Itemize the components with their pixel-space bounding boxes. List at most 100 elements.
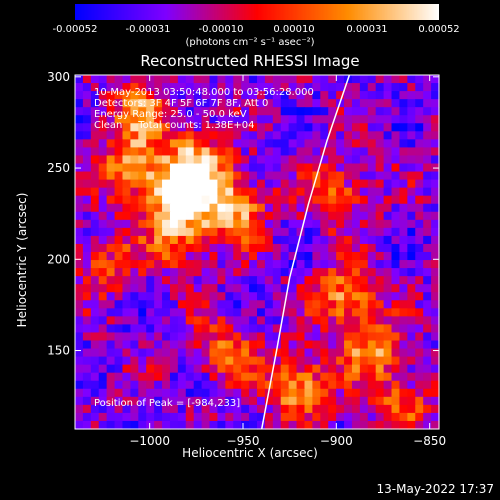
peak-position-annotation: Position of Peak = [-984,233]: [94, 398, 241, 409]
heatmap-cell: [241, 276, 250, 285]
heatmap-cell: [162, 348, 171, 358]
heatmap-cell: [312, 243, 321, 253]
heatmap-cell: [351, 260, 361, 269]
heatmap-cell: [114, 115, 124, 124]
heatmap-cell: [359, 139, 369, 149]
heatmap-cell: [383, 420, 393, 430]
heatmap-cell: [415, 91, 424, 100]
x-tick-label: −850: [413, 434, 446, 448]
heatmap-cell: [312, 163, 321, 173]
heatmap-cell: [415, 404, 424, 414]
heatmap-cell: [82, 372, 92, 382]
heatmap-cell: [193, 292, 203, 301]
heatmap-cell: [257, 308, 266, 317]
heatmap-cell: [399, 195, 408, 205]
heatmap-cell: [233, 219, 242, 229]
heatmap-cell: [193, 139, 203, 149]
heatmap-cell: [138, 203, 147, 213]
heatmap-cell: [241, 155, 250, 165]
heatmap-cell: [249, 147, 258, 157]
heatmap-cell: [122, 171, 131, 181]
heatmap-cell: [257, 155, 266, 165]
heatmap-cell: [122, 187, 131, 197]
heatmap-cell: [367, 388, 377, 398]
heatmap-cell: [138, 123, 147, 132]
heatmap-cell: [146, 227, 155, 237]
heatmap-cell: [304, 227, 313, 237]
heatmap-cell: [90, 284, 100, 293]
heatmap-cell: [344, 107, 353, 116]
heatmap-cell: [320, 91, 329, 100]
heatmap-cell: [225, 316, 234, 326]
heatmap-cell: [367, 316, 377, 326]
heatmap-cell: [423, 404, 432, 414]
heatmap-cell: [288, 364, 298, 374]
heatmap-cell: [336, 276, 345, 285]
heatmap-cell: [328, 195, 337, 205]
heatmap-cell: [241, 123, 250, 132]
heatmap-cell: [138, 356, 147, 366]
heatmap-cell: [146, 91, 155, 100]
heatmap-cell: [264, 163, 274, 173]
heatmap-cell: [367, 155, 377, 165]
heatmap-cell: [185, 284, 195, 293]
heatmap-cell: [114, 219, 124, 229]
heatmap-cell: [138, 380, 147, 390]
heatmap-cell: [383, 107, 393, 116]
heatmap-cell: [383, 171, 393, 181]
heatmap-cell: [177, 300, 187, 309]
heatmap-cell: [399, 404, 408, 414]
heatmap-cell: [154, 75, 163, 84]
heatmap-cell: [146, 235, 155, 245]
heatmap-cell: [257, 260, 266, 269]
heatmap-cell: [138, 107, 147, 116]
heatmap-cell: [90, 412, 100, 422]
heatmap-cell: [146, 420, 155, 430]
heatmap-cell: [98, 348, 108, 358]
heatmap-cell: [328, 300, 337, 309]
heatmap-cell: [336, 139, 345, 149]
heatmap-cell: [201, 388, 211, 398]
heatmap-cell: [185, 340, 195, 350]
heatmap-cell: [233, 203, 242, 213]
heatmap-cell: [383, 83, 393, 92]
heatmap-cell: [431, 420, 440, 430]
heatmap-cell: [383, 131, 393, 140]
heatmap-cell: [82, 316, 92, 326]
heatmap-cell: [272, 211, 282, 221]
heatmap-cell: [106, 195, 116, 205]
heatmap-cell: [280, 316, 290, 326]
y-tick-label: 300: [47, 70, 70, 84]
colorbar-tick-label: -0.00052: [52, 24, 98, 35]
heatmap-cell: [399, 292, 408, 301]
heatmap-cell: [415, 348, 424, 358]
heatmap-cell: [375, 388, 385, 398]
heatmap-cell: [193, 243, 203, 253]
heatmap-cell: [296, 235, 306, 245]
heatmap-cell: [375, 171, 385, 181]
heatmap-cell: [201, 91, 211, 100]
heatmap-cell: [233, 316, 242, 326]
heatmap-cell: [399, 147, 408, 157]
heatmap-cell: [359, 219, 369, 229]
heatmap-cell: [217, 219, 226, 229]
heatmap-cell: [304, 348, 313, 358]
heatmap-cell: [351, 107, 361, 116]
heatmap-cell: [431, 171, 440, 181]
heatmap-cell: [391, 99, 401, 108]
heatmap-cell: [177, 404, 187, 414]
heatmap-cell: [114, 292, 124, 301]
heatmap-cell: [264, 332, 274, 342]
heatmap-cell: [241, 348, 250, 358]
heatmap-cell: [336, 420, 345, 430]
y-tick-label: 250: [47, 161, 70, 175]
heatmap-cell: [344, 396, 353, 406]
heatmap-cell: [90, 404, 100, 414]
heatmap-cell: [233, 211, 242, 221]
heatmap-cell: [257, 268, 266, 277]
heatmap-cell: [391, 300, 401, 309]
heatmap-cell: [415, 139, 424, 149]
heatmap-cell: [98, 155, 108, 165]
heatmap-cell: [75, 187, 84, 197]
heatmap-cell: [146, 252, 155, 261]
